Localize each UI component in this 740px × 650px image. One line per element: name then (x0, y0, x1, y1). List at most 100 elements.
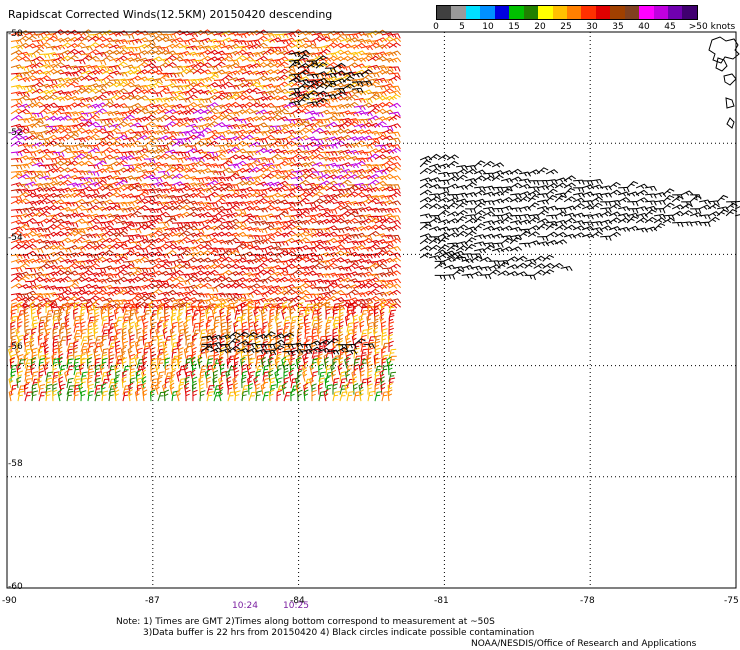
wind-barb (428, 196, 441, 203)
wind-barb (122, 213, 136, 219)
wind-barb (52, 160, 65, 167)
legend-tick-labels: 0 5 10 15 20 25 30 35 40 45 >50 knots (433, 20, 736, 34)
wind-barb (241, 63, 255, 70)
wind-barb (419, 167, 432, 175)
wind-barb (171, 157, 184, 164)
wind-barb (333, 70, 346, 76)
wind-barb (80, 119, 93, 125)
wind-barb (288, 51, 301, 57)
wind-barb (136, 284, 150, 290)
wind-barb (190, 339, 196, 353)
wind-barb (339, 179, 352, 186)
wind-barb (388, 57, 402, 63)
wind-barb (387, 389, 393, 402)
wind-barb (388, 155, 402, 161)
wind-barb (388, 309, 397, 320)
wind-barb (108, 232, 122, 238)
wind-barb (339, 226, 353, 232)
wind-barb (157, 188, 170, 194)
wind-barb (66, 111, 79, 117)
wind-barb (500, 237, 513, 245)
wind-barb (527, 202, 540, 210)
wind-barb (635, 183, 649, 189)
wind-barb (290, 130, 304, 136)
wind-barb (178, 117, 192, 123)
wind-barb (536, 199, 550, 205)
wind-barb (671, 195, 684, 203)
wind-barb (45, 357, 51, 369)
wind-barb (269, 49, 283, 56)
wind-barb (536, 185, 550, 191)
wind-barb (129, 29, 143, 36)
wind-barb (192, 68, 205, 75)
wind-barb (241, 134, 254, 141)
wind-barb (275, 307, 281, 320)
wind-barb (10, 108, 23, 115)
wind-barb (101, 74, 114, 81)
wind-barb (599, 185, 613, 191)
wind-barb (29, 363, 36, 376)
wind-barb (94, 232, 108, 239)
wind-barb (129, 210, 142, 218)
wind-barb (164, 78, 177, 84)
wind-barb (87, 177, 100, 183)
wind-barb (388, 93, 401, 101)
wind-barb (346, 240, 359, 246)
wind-barb (501, 235, 513, 241)
wind-barb (17, 390, 25, 402)
wind-barb (10, 91, 23, 97)
wind-barb (353, 253, 366, 259)
wind-barb (283, 377, 290, 389)
wind-barb (24, 200, 38, 206)
wind-barb (143, 39, 156, 46)
wind-barb (455, 184, 469, 190)
wind-barb (157, 376, 163, 389)
wind-barb (304, 191, 317, 198)
lon-label: -90 (2, 596, 17, 606)
wind-barb (38, 384, 46, 395)
wind-barb (185, 87, 198, 94)
wind-barb (143, 68, 156, 75)
wind-barb (304, 321, 311, 333)
wind-barb (115, 201, 128, 207)
wind-barb (108, 357, 114, 369)
wind-barb (52, 96, 66, 102)
wind-barb (10, 243, 23, 250)
wind-barb (37, 346, 43, 359)
wind-barb (254, 314, 260, 327)
wind-barb (546, 214, 558, 220)
wind-barb (447, 171, 459, 178)
wind-barb (304, 202, 317, 208)
wind-barb (644, 226, 658, 232)
wind-barb (339, 120, 352, 128)
wind-barb (213, 170, 226, 177)
wind-barb (87, 133, 100, 141)
wind-barb (171, 181, 185, 187)
wind-barb (143, 149, 157, 155)
wind-barb (318, 273, 331, 279)
wind-barb (388, 234, 401, 241)
wind-barb (324, 376, 330, 389)
wind-barb (234, 188, 247, 194)
wind-barb (353, 140, 366, 147)
wind-barb (255, 70, 269, 76)
wind-barb (374, 383, 380, 395)
wind-barb (241, 70, 255, 76)
wind-barb (24, 170, 37, 176)
wind-barb (129, 107, 142, 115)
wind-barb (318, 347, 331, 353)
wind-barb (45, 157, 58, 164)
wind-barb (94, 243, 107, 250)
wind-barb (129, 140, 142, 147)
wind-barb (94, 68, 107, 75)
wind-barb (213, 263, 226, 270)
wind-barb (671, 210, 685, 217)
wind-barb (253, 376, 259, 389)
wind-barb (113, 307, 120, 320)
wind-barb (108, 204, 122, 211)
wind-barb (206, 38, 220, 44)
wind-barb (248, 239, 262, 245)
wind-barb (134, 307, 140, 320)
wind-barb (66, 54, 79, 62)
wind-barb (185, 200, 199, 206)
